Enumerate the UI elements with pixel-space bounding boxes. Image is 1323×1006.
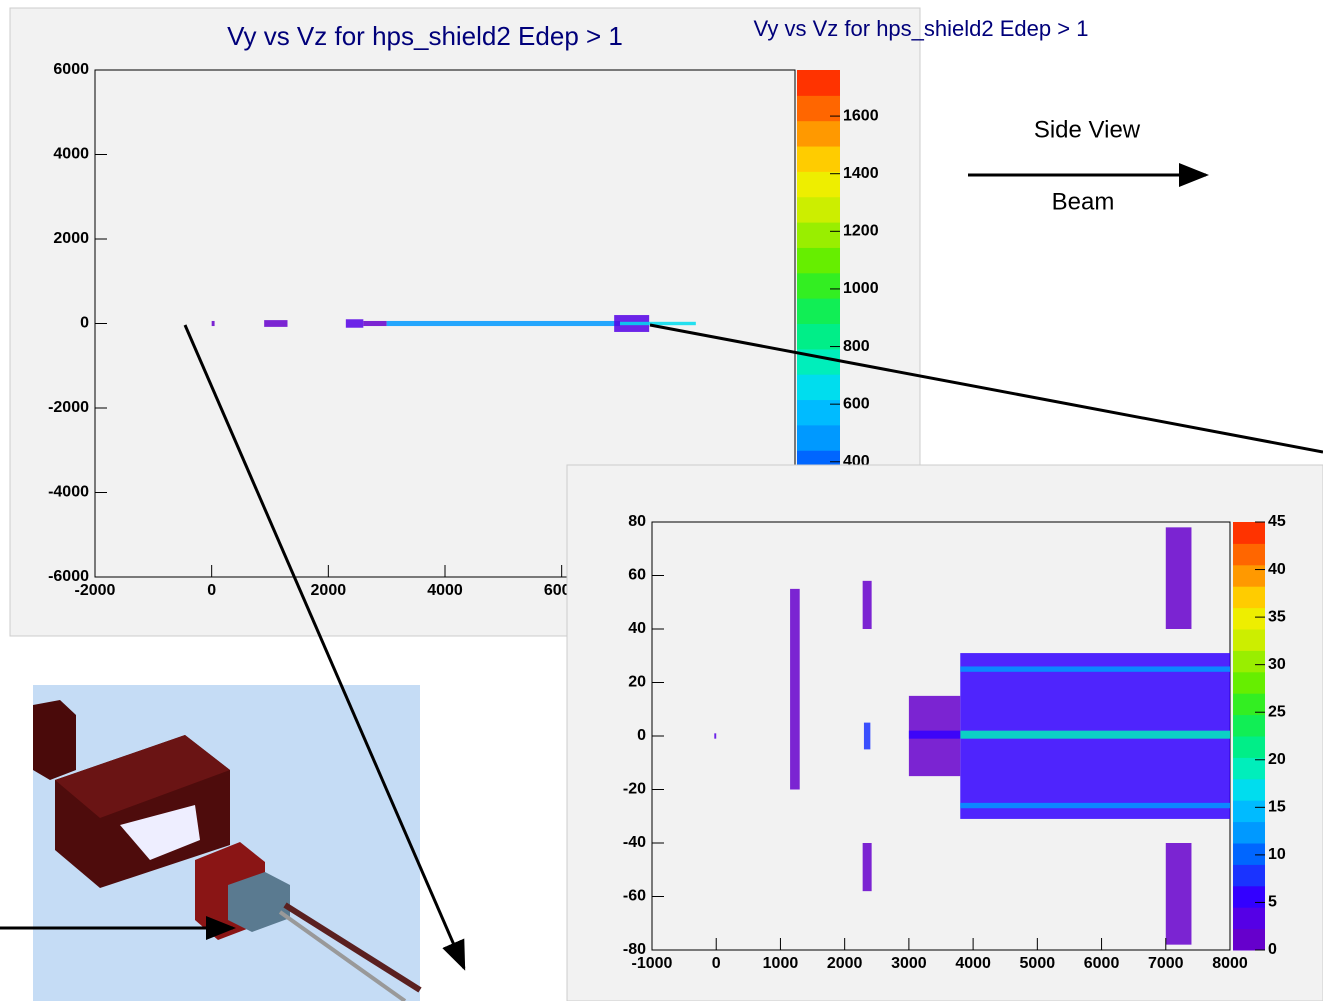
colorbar-band <box>1233 907 1265 929</box>
colorbar-band <box>1233 715 1265 737</box>
colorbar-label: 45 <box>1268 513 1286 530</box>
heat-cell <box>960 666 1230 671</box>
colorbar-label: 5 <box>1268 894 1277 911</box>
chart-title: Vy vs Vz for hps_shield2 Edep > 1 <box>227 21 623 51</box>
colorbar-label: 40 <box>1268 561 1286 578</box>
colorbar-band <box>797 171 840 197</box>
colorbar-label: 20 <box>1268 751 1286 768</box>
colorbar-band <box>1233 543 1265 565</box>
colorbar-band <box>1233 565 1265 587</box>
colorbar-band <box>797 247 840 273</box>
colorbar-label: 10 <box>1268 846 1286 863</box>
y-tick-label: 40 <box>628 620 646 637</box>
heat-cell <box>714 733 716 738</box>
colorbar-band <box>797 273 840 299</box>
chart-title: Vy vs Vz for hps_shield2 Edep > 1 <box>754 16 1089 41</box>
heat-cell <box>909 731 960 739</box>
y-tick-label: 60 <box>628 567 646 584</box>
colorbar-band <box>1233 586 1265 608</box>
x-tick-label: 0 <box>712 955 721 972</box>
y-tick-label: -80 <box>623 941 646 958</box>
heat-cell <box>264 320 287 327</box>
y-tick-label: -20 <box>623 781 646 798</box>
colorbar-band <box>1233 757 1265 779</box>
colorbar-band <box>797 374 840 400</box>
heat-cell <box>960 731 1230 739</box>
x-tick-label: 4000 <box>427 582 463 599</box>
y-tick-label: 0 <box>637 727 646 744</box>
colorbar-label: 1200 <box>843 223 879 240</box>
colorbar-band <box>1233 886 1265 908</box>
x-tick-label: 7000 <box>1148 955 1184 972</box>
heat-cell <box>212 321 215 326</box>
heat-cell <box>863 843 872 891</box>
heat-cell <box>363 321 386 326</box>
y-tick-label: -6000 <box>48 568 89 585</box>
colorbar-band <box>1233 629 1265 651</box>
x-tick-label: 3000 <box>891 955 927 972</box>
colorbar-label: 15 <box>1268 799 1286 816</box>
colorbar-band <box>797 400 840 426</box>
x-tick-label: 4000 <box>955 955 991 972</box>
y-tick-label: 20 <box>628 674 646 691</box>
colorbar-band <box>1233 650 1265 672</box>
heat-cell <box>387 321 620 326</box>
colorbar-band <box>797 146 840 172</box>
colorbar-band <box>1233 608 1265 630</box>
colorbar-label: 35 <box>1268 608 1286 625</box>
colorbar-label: 1600 <box>843 107 879 124</box>
x-tick-label: 6000 <box>1084 955 1120 972</box>
colorbar-band <box>1233 672 1265 694</box>
colorbar-label: 0 <box>1268 941 1277 958</box>
colorbar-band <box>1233 864 1265 886</box>
y-tick-label: 2000 <box>53 230 89 247</box>
colorbar-label: 800 <box>843 338 870 355</box>
x-tick-label: 2000 <box>311 582 347 599</box>
heat-cell <box>620 322 696 325</box>
colorbar-label: 1400 <box>843 165 879 182</box>
colorbar-band <box>797 324 840 350</box>
heat-cell <box>864 723 870 750</box>
x-tick-label: 0 <box>207 582 216 599</box>
colorbar-band <box>1233 843 1265 865</box>
colorbar-band <box>797 70 840 96</box>
colorbar-band <box>1233 929 1265 951</box>
y-tick-label: 80 <box>628 513 646 530</box>
colorbar-band <box>1233 522 1265 544</box>
x-tick-label: 5000 <box>1020 955 1056 972</box>
heat-cell <box>790 589 800 790</box>
heat-cell <box>1166 843 1192 945</box>
colorbar-band <box>797 95 840 121</box>
colorbar-band <box>797 425 840 451</box>
colorbar-label: 30 <box>1268 656 1286 673</box>
x-tick-label: 8000 <box>1212 955 1248 972</box>
y-tick-label: -40 <box>623 834 646 851</box>
y-tick-label: -2000 <box>48 399 89 416</box>
colorbar-label: 600 <box>843 395 870 412</box>
colorbar-band <box>1233 822 1265 844</box>
colorbar-label: 25 <box>1268 703 1286 720</box>
y-tick-label: 6000 <box>53 61 89 78</box>
colorbar-band <box>797 298 840 324</box>
colorbar-band <box>1233 779 1265 801</box>
colorbar-band <box>1233 800 1265 822</box>
y-tick-label: -4000 <box>48 484 89 501</box>
heat-cell <box>346 319 364 327</box>
annotation: Beam <box>1052 188 1115 215</box>
colorbar-band <box>797 121 840 147</box>
colorbar-label: 1000 <box>843 280 879 297</box>
colorbar-band <box>797 222 840 248</box>
annotation: Side View <box>1034 116 1141 143</box>
heat-cell <box>863 581 872 629</box>
heat-cell <box>960 803 1230 808</box>
x-tick-label: 1000 <box>763 955 799 972</box>
colorbar-band <box>1233 736 1265 758</box>
heat-cell <box>1166 527 1192 629</box>
colorbar-band <box>797 197 840 223</box>
slide: Vy vs Vz for hps_shield2 Edep > 1-200002… <box>0 0 1323 1001</box>
y-tick-label: 4000 <box>53 146 89 163</box>
x-tick-label: 2000 <box>827 955 863 972</box>
y-tick-label: 0 <box>80 315 89 332</box>
y-tick-label: -60 <box>623 888 646 905</box>
